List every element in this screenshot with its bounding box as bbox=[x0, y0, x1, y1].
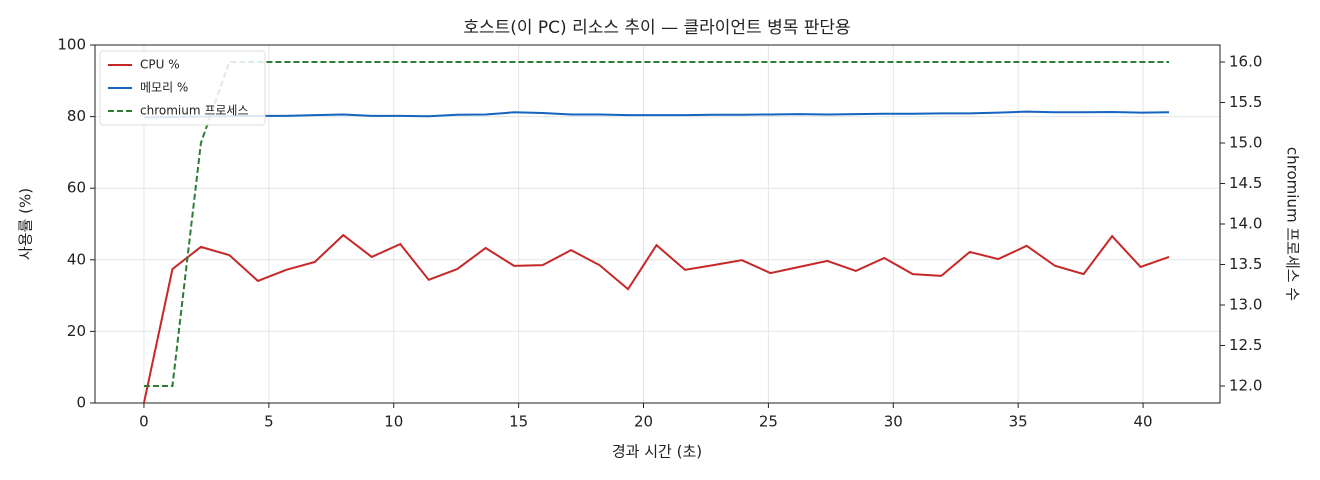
legend: CPU % 메모리 % chromium 프로세스 bbox=[99, 50, 266, 126]
y2-axis-label: chromium 프로세스 수 bbox=[1284, 147, 1302, 301]
data-line bbox=[143, 110, 1170, 119]
y2-tick-label: 15.5 bbox=[1229, 93, 1262, 111]
legend-label: 메모리 % bbox=[140, 81, 188, 95]
x-tick-label: 35 bbox=[1009, 413, 1028, 431]
x-axis-label: 경과 시간 (초) bbox=[612, 443, 702, 461]
x-tick-label: 20 bbox=[634, 413, 653, 431]
legend-label: chromium 프로세스 bbox=[140, 104, 249, 118]
x-tick-label: 30 bbox=[884, 413, 903, 431]
y2-tick-label: 14.5 bbox=[1229, 174, 1262, 192]
x-tick-label: 0 bbox=[139, 413, 149, 431]
data-line bbox=[143, 61, 1170, 387]
y2-tick-label: 16.0 bbox=[1229, 53, 1262, 71]
x-tick-label: 10 bbox=[384, 413, 403, 431]
x-tick-label: 25 bbox=[759, 413, 778, 431]
legend-box bbox=[99, 50, 266, 126]
x-tick-label: 5 bbox=[264, 413, 274, 431]
y-tick-label: 0 bbox=[76, 394, 86, 412]
legend-label: CPU % bbox=[140, 58, 180, 72]
data-line bbox=[142, 233, 1170, 404]
y-tick-label: 40 bbox=[67, 250, 86, 268]
chart-title: 호스트(이 PC) 리소스 추이 — 클라이언트 병목 판단용 bbox=[463, 18, 850, 38]
y2-tick-label: 14.0 bbox=[1229, 215, 1262, 233]
x-tick-label: 40 bbox=[1134, 413, 1153, 431]
y2-tick-label: 15.0 bbox=[1229, 134, 1262, 152]
y2-tick-label: 12.0 bbox=[1229, 376, 1262, 394]
y-tick-label: 20 bbox=[67, 322, 86, 340]
x-tick-label: 15 bbox=[509, 413, 528, 431]
y-tick-label: 60 bbox=[67, 179, 86, 197]
y2-tick-label: 13.0 bbox=[1229, 295, 1262, 313]
y-tick-label: 80 bbox=[67, 107, 86, 125]
y2-tick-label: 12.5 bbox=[1229, 336, 1262, 354]
plot-frame bbox=[94, 44, 1221, 404]
y2-tick-label: 13.5 bbox=[1229, 255, 1262, 273]
y-tick-label: 100 bbox=[57, 36, 86, 54]
y-axis-label: 사용률 (%) bbox=[17, 188, 35, 260]
